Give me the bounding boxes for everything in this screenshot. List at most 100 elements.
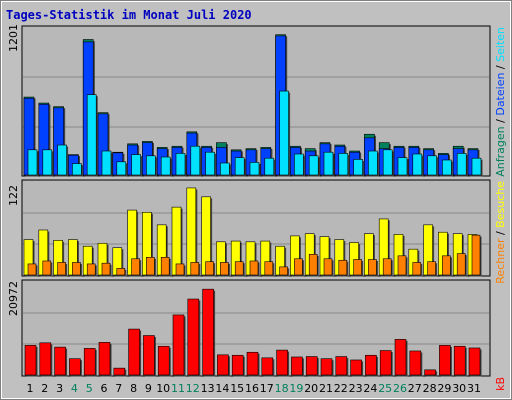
day-label: 2: [41, 382, 48, 395]
bar-kb-day-26-face: [394, 339, 407, 376]
bar-rechner-day-23-face: [353, 259, 362, 276]
bar-kb-day-2: [39, 342, 53, 377]
bar-rechner-day-30-face: [456, 253, 466, 276]
bar-kb-day-19-face: [291, 356, 303, 376]
day-label: 26: [393, 382, 407, 395]
bar-kb-day-17: [261, 357, 275, 377]
bar-kb-day-31-face: [468, 347, 481, 376]
bar-seiten-day-15: [234, 157, 246, 177]
day-label: 22: [334, 382, 348, 395]
bar-seiten-day-23: [353, 159, 365, 177]
bar-seiten-day-16: [249, 162, 261, 177]
bar-seiten-day-25-face: [382, 149, 393, 176]
bar-kb-day-6-face: [98, 342, 111, 376]
bar-kb-day-30-face: [453, 345, 466, 376]
day-label: 21: [319, 382, 333, 395]
bar-seiten-day-30-face: [456, 153, 467, 176]
bar-kb-day-9-face: [143, 335, 155, 376]
bar-kb-day-25-face: [379, 350, 392, 376]
bar-rechner-day-10-face: [160, 256, 170, 276]
bar-seiten-day-14: [220, 162, 231, 177]
day-label: 1: [27, 382, 34, 395]
bar-seiten-day-18: [279, 90, 291, 177]
day-label: 20: [304, 382, 318, 395]
bar-kb-day-5-face: [83, 348, 96, 376]
bar-seiten-day-26-face: [397, 157, 408, 176]
day-label: 6: [101, 382, 108, 395]
bar-rechner-day-25-face: [382, 258, 392, 276]
bar-seiten-day-4: [72, 163, 83, 177]
bar-rechner-day-8: [131, 258, 142, 277]
bar-seiten-day-20: [308, 155, 320, 177]
bar-seiten-day-30: [456, 153, 468, 177]
bar-rechner-day-27: [412, 262, 423, 277]
bar-kb-day-22: [335, 356, 349, 377]
bar-kb-day-18: [276, 349, 290, 377]
day-label: 28: [423, 382, 437, 395]
bar-rechner-day-8-face: [131, 258, 140, 276]
day-label: 11: [171, 382, 185, 395]
day-label: 18: [275, 382, 289, 395]
bar-seiten-day-10-face: [160, 156, 171, 176]
bar-seiten-day-13-face: [205, 151, 215, 176]
bar-rechner-day-17-face: [264, 261, 274, 276]
bar-rechner-day-9: [146, 256, 156, 277]
bar-rechner-day-28-face: [427, 261, 436, 276]
bar-kb-day-8-face: [128, 328, 140, 376]
bar-kb-day-3-face: [54, 346, 66, 376]
bar-seiten-day-16-face: [249, 162, 260, 176]
day-label: 17: [260, 382, 274, 395]
bar-kb-day-19: [291, 356, 304, 377]
bar-kb-day-7-face: [113, 367, 126, 376]
bar-kb-day-3: [54, 346, 68, 377]
bar-seiten-day-27: [412, 153, 424, 177]
bar-kb-day-4: [69, 358, 82, 377]
bar-rechner-day-26-face: [397, 255, 407, 276]
bar-rechner-day-4: [72, 262, 82, 277]
bar-rechner-day-13-face: [205, 261, 214, 276]
day-label: 25: [378, 382, 392, 395]
bar-kb-day-25: [379, 350, 393, 377]
bar-kb-day-5: [83, 348, 97, 377]
bar-rechner-day-18: [279, 266, 290, 277]
legend-part: /: [494, 116, 507, 127]
bar-seiten-day-10: [160, 156, 172, 177]
day-label: 12: [186, 382, 200, 395]
bar-rechner-day-30: [456, 253, 467, 277]
bar-kb-day-10-face: [157, 345, 170, 376]
legend-part: Dateien: [494, 73, 507, 116]
day-label: 29: [437, 382, 451, 395]
bar-kb-day-22-face: [335, 356, 348, 376]
bar-kb-day-21-face: [320, 358, 333, 376]
bar-rechner-day-21-face: [323, 258, 333, 276]
bar-kb-day-15: [231, 354, 245, 377]
bar-seiten-day-20-face: [308, 155, 319, 176]
bar-kb-day-16: [246, 351, 260, 377]
day-label: 10: [156, 382, 170, 395]
bar-seiten-day-12-face: [190, 145, 201, 176]
bar-rechner-day-11-face: [175, 263, 185, 276]
bar-seiten-day-4-face: [72, 163, 82, 176]
bar-rechner-day-12: [190, 262, 201, 277]
bar-rechner-day-6-face: [101, 262, 111, 276]
bar-rechner-day-20: [308, 254, 319, 277]
bar-seiten-day-17-face: [264, 157, 275, 176]
bar-seiten-day-21: [323, 151, 335, 177]
bar-seiten-day-27-face: [412, 153, 423, 176]
bar-seiten-day-29: [442, 159, 453, 177]
bar-rechner-day-5: [86, 263, 97, 277]
bar-kb-day-21: [320, 358, 334, 377]
bar-kb-day-26: [394, 339, 408, 377]
bar-rechner-day-23: [353, 259, 364, 277]
bar-rechner-day-21: [323, 258, 334, 277]
y-max-label-top: 1201: [7, 24, 20, 52]
bar-rechner-day-14-face: [220, 262, 229, 276]
bar-kb-day-12-face: [187, 298, 200, 376]
bar-seiten-day-3-face: [57, 144, 67, 176]
day-label: 14: [215, 382, 229, 395]
bar-seiten-day-6-face: [101, 150, 112, 176]
bar-rechner-day-2-face: [42, 260, 52, 276]
legend-part: Anfragen: [494, 126, 507, 176]
bar-kb-day-6: [98, 342, 112, 377]
